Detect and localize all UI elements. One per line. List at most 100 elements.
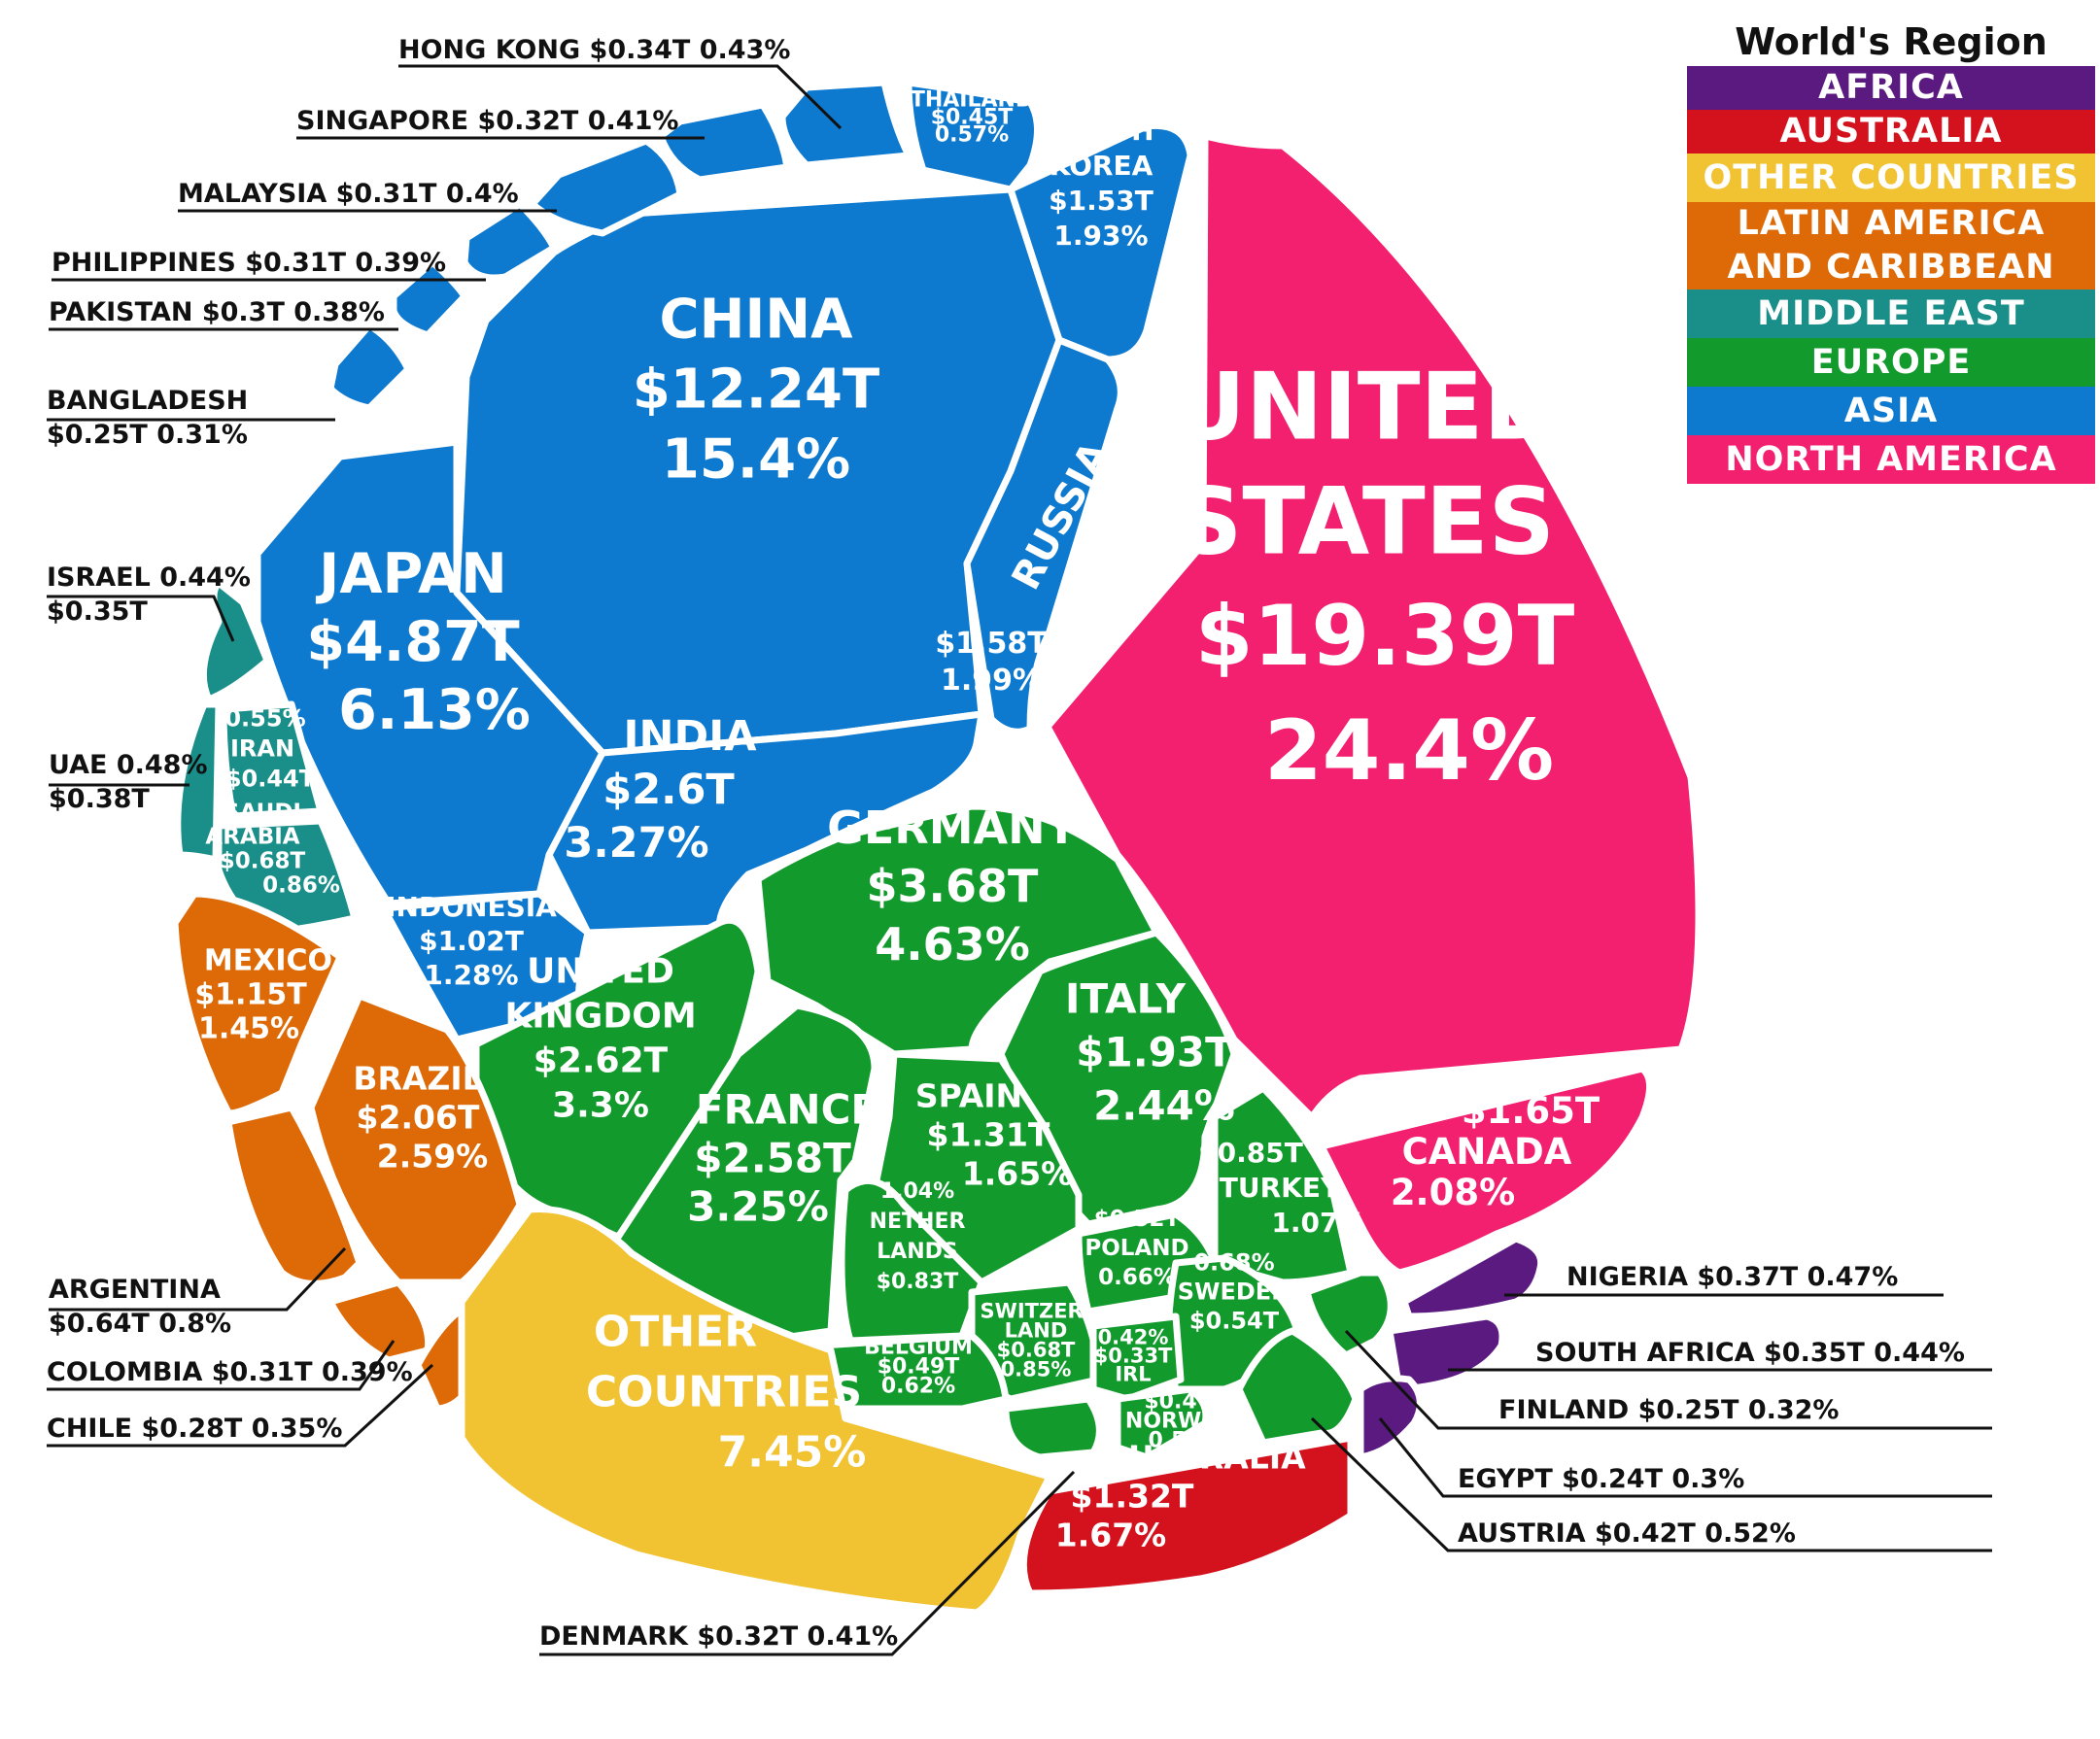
legend: World's Region AFRICA AUSTRALIA OTHER COUN… [1687, 17, 2095, 484]
legend-items: AFRICA AUSTRALIA OTHER COUNTRIES LATIN AMER… [1687, 66, 2095, 484]
cell-label-poland-0: $0.52T [1094, 1207, 1181, 1232]
cell-india [545, 710, 985, 937]
cell-malaysia [529, 137, 684, 237]
cell-label-spain-0: SPAIN [915, 1077, 1022, 1115]
cell-label-indonesia-2: 1.28% [424, 959, 518, 991]
cell-label-germany-0: GERMANY [827, 801, 1078, 854]
cell-turkey [1211, 1084, 1355, 1286]
cell-label-italy-0: ITALY [1065, 975, 1187, 1023]
cell-south-africa [1386, 1313, 1506, 1393]
cell-label-belgium-0: BELGIUM [864, 1336, 973, 1360]
callout-label-uae-0: UAE 0.48% [49, 750, 208, 780]
cell-label-switzerland-1: LAND [1005, 1318, 1068, 1342]
leader-line-finland [1344, 1329, 1992, 1430]
cell-label-south-korea-1: KOREA [1050, 150, 1153, 182]
leader-line-hong-kong [398, 64, 843, 130]
cell-ireland [1089, 1313, 1185, 1403]
cell-label-south-korea-2: $1.53T [1049, 185, 1153, 217]
cell-label-france-2: 3.25% [687, 1183, 829, 1231]
callout-label-philippines-0: PHILIPPINES $0.31T 0.39% [52, 248, 446, 278]
cell-label-mexico-2: 1.45% [198, 1012, 299, 1046]
cell-thailand [905, 79, 1041, 193]
cell-label-netherlands-0: 1.04% [880, 1179, 954, 1204]
cell-label-poland-2: 0.66% [1098, 1265, 1176, 1290]
cell-australia [1019, 1434, 1355, 1597]
cell-label-saudi-arabia-1: ARABIA [205, 825, 299, 850]
cell-label-mexico-0: MEXICO [204, 944, 332, 978]
cell-label-switzerland-3: 0.85% [1001, 1357, 1072, 1381]
cell-label-iran-2: $0.44T [225, 765, 316, 792]
cell-label-united-kingdom-1: KINGDOM [504, 997, 696, 1037]
cell-label-spain-1: $1.31T [927, 1116, 1050, 1154]
cell-label-sweden-2: $0.54T [1189, 1307, 1280, 1334]
cell-argentina [224, 1104, 363, 1287]
cell-label-brazil-0: BRAZIL [353, 1060, 482, 1098]
cell-label-iran-0: 0.55% [224, 704, 305, 732]
callout-label-bangladesh-0: BANGLADESH [47, 386, 248, 416]
cell-label-indonesia-1: $1.02T [419, 925, 524, 957]
cell-label-thailand-2: 0.57% [935, 123, 1009, 148]
callouts-layer: HONG KONG $0.34T 0.43% SINGAPORE $0.32T 0… [47, 35, 1992, 1656]
cell-norway [1114, 1385, 1210, 1461]
cell-label-united-states-1: STATES [1176, 468, 1555, 575]
cell-label-south-korea-3: 1.93% [1053, 220, 1148, 252]
callout-label-israel-1: $0.35T [47, 597, 148, 627]
callout-label-egypt-0: EGYPT $0.24T 0.3% [1458, 1464, 1744, 1494]
cell-label-netherlands-2: LANDS [877, 1240, 958, 1264]
cell-label-belgium-1: $0.49T [878, 1355, 960, 1380]
cell-denmark [1002, 1395, 1103, 1461]
cell-label-china-0: CHINA [659, 289, 853, 352]
cell-label-japan-2: 6.13% [338, 678, 531, 742]
cell-label-saudi-arabia-0: SAUDI [224, 801, 301, 826]
cell-label-switzerland-0: SWITZER- [981, 1299, 1092, 1322]
cell-hong-kong [778, 79, 912, 169]
cell-label-brazil-2: 2.59% [377, 1138, 489, 1176]
cell-canada [1318, 1065, 1653, 1277]
cell-label-saudi-arabia-3: 0.86% [262, 873, 340, 899]
cell-labels-layer: UNITEDSTATES$19.39T24.4%$1.65TCANADA2.08… [194, 88, 1601, 1554]
cell-label-italy-2: 2.44% [1093, 1082, 1235, 1130]
cell-label-other-countries-1: COUNTRIES [586, 1367, 862, 1416]
cell-label-japan-1: $4.87T [306, 610, 519, 674]
legend-item-north-america: NORTH AMERICA [1687, 435, 2095, 484]
cell-label-russia-2: 1.99% [941, 664, 1042, 698]
callout-label-austria-0: AUSTRIA $0.42T 0.52% [1458, 1518, 1796, 1549]
legend-item-middle-east: MIDDLE EAST [1687, 290, 2095, 338]
cell-label-japan-0: JAPAN [315, 542, 507, 606]
cell-label-ireland-0: 0.42% [1098, 1325, 1169, 1348]
cell-label-indonesia-0: INDONESIA [386, 891, 557, 923]
callout-label-uae-1: $0.38T [49, 784, 150, 814]
cell-label-poland-1: POLAND [1084, 1236, 1188, 1261]
callout-label-chile-0: CHILE $0.28T 0.35% [47, 1414, 342, 1444]
callout-label-denmark-0: DENMARK $0.32T 0.41% [539, 1621, 898, 1652]
cell-singapore [657, 101, 791, 184]
legend-item-africa: AFRICA [1687, 66, 2095, 110]
cell-label-south-korea-0: SOUTH [1048, 115, 1153, 147]
cell-label-turkey-0: $0.85T [1198, 1137, 1303, 1169]
cell-iran [220, 700, 325, 820]
cell-other-countries [458, 1206, 1053, 1617]
legend-item-australia: AUSTRALIA [1687, 110, 2095, 153]
leader-line-austria [1310, 1416, 1992, 1552]
cell-label-canada-0: $1.65T [1462, 1090, 1601, 1132]
cell-label-germany-2: 4.63% [875, 918, 1030, 971]
cell-label-united-kingdom-3: 3.3% [552, 1086, 649, 1126]
cell-label-belgium-2: 0.62% [881, 1375, 955, 1399]
cell-label-united-states-2: $19.39T [1195, 588, 1575, 685]
cell-label-other-countries-0: OTHER [594, 1307, 757, 1356]
cell-brazil [307, 992, 524, 1286]
cell-label-france-0: FRANCE [696, 1086, 878, 1134]
callout-label-malaysia-0: MALAYSIA $0.31T 0.4% [178, 179, 519, 209]
cell-label-india-1: $2.6T [602, 766, 735, 814]
cell-label-australia-2: 1.67% [1055, 1517, 1167, 1554]
cell-label-switzerland-2: $0.68T [997, 1338, 1076, 1361]
callout-label-bangladesh-1: $0.25T 0.31% [47, 420, 248, 450]
cell-label-sweden-1: SWEDEN [1178, 1278, 1291, 1305]
legend-item-other-countries: OTHER COUNTRIES [1687, 153, 2095, 202]
cell-label-france-1: $2.58T [694, 1135, 851, 1182]
cell-label-turkey-1: TURKEY [1220, 1172, 1341, 1204]
cell-label-norway-1: NORWAY [1125, 1410, 1231, 1434]
cell-philippines [461, 200, 558, 282]
